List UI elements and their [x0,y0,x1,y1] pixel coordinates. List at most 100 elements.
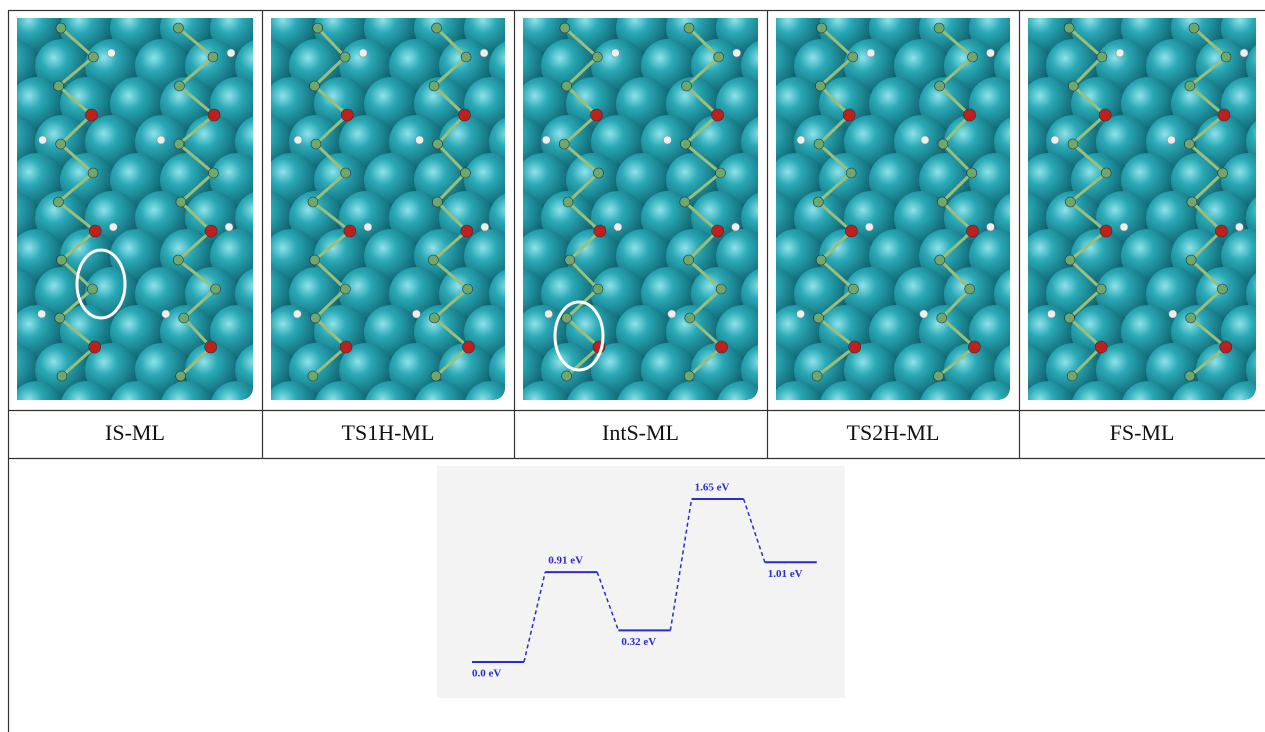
atom [1064,313,1074,323]
atom [310,255,320,265]
atom [179,313,189,323]
atom [1189,23,1199,33]
atom [592,52,602,62]
surface-atom [0,153,14,207]
surface-atom [769,381,823,435]
surface-atom [0,305,14,359]
hydrogen [480,49,488,57]
atom [341,109,353,121]
surface-atom [0,77,14,131]
atom [968,341,980,353]
atom [56,139,66,149]
atom [1068,81,1078,91]
chart-background [437,466,845,698]
atom [848,284,858,294]
atom [310,81,320,91]
hydrogen [107,49,115,57]
atom [88,168,98,178]
atom [211,284,221,294]
atom [433,139,443,149]
atom [680,139,690,149]
atom [712,225,724,237]
energy-label: 0.0 eV [472,668,501,680]
atom [848,52,858,62]
atom [1186,313,1196,323]
atom [53,197,63,207]
atom [680,197,690,207]
atom [816,255,826,265]
hydrogen [293,310,301,318]
atom [308,371,318,381]
hydrogen [39,136,47,144]
panel-label: FS-ML [1110,420,1175,445]
atom [1101,168,1111,178]
atom [565,255,575,265]
hydrogen [227,49,235,57]
atom [938,139,948,149]
energy-label: 0.91 eV [548,555,583,567]
hydrogen [1051,136,1059,144]
atom [814,313,824,323]
hydrogen [797,136,805,144]
atom [968,52,978,62]
hydrogen [1167,136,1175,144]
hydrogen [1120,223,1128,231]
atom [208,168,218,178]
atom [562,313,572,323]
atom [461,225,473,237]
atom [1186,255,1196,265]
hydrogen [865,223,873,231]
hydrogen [987,223,995,231]
atom [56,23,66,33]
atom [428,255,438,265]
atom [1215,225,1227,237]
atom [843,109,855,121]
atom [463,284,473,294]
atom [559,139,569,149]
surface-atom [160,381,214,435]
atom [934,371,944,381]
atom [563,197,573,207]
atom [57,255,67,265]
hydrogen [416,136,424,144]
hydrogen [364,223,372,231]
atom [1099,109,1111,121]
atom [340,284,350,294]
hydrogen [294,136,302,144]
atom [1068,139,1078,149]
atom [173,255,183,265]
atom [815,81,825,91]
atom [967,225,979,237]
hydrogen [109,223,117,231]
atom [173,23,183,33]
atom [432,23,442,33]
atom [812,371,822,381]
atom [311,139,321,149]
hydrogen [867,49,875,57]
hydrogen [545,310,553,318]
panel-label: IntS-ML [602,420,679,445]
atom [461,52,471,62]
atom [813,197,823,207]
atom [310,313,320,323]
surface-atom [264,381,318,435]
surface-atom [210,381,264,435]
atom [684,371,694,381]
hydrogen [1116,49,1124,57]
energy-label: 0.32 eV [621,636,656,648]
atom [205,225,217,237]
atom [89,341,101,353]
atom [341,168,351,178]
hydrogen [611,49,619,57]
hydrogen [481,223,489,231]
atom [562,81,572,91]
atom [935,255,945,265]
atom [460,168,470,178]
panel-label: TS1H-ML [342,420,435,445]
panel-label: TS2H-ML [847,420,940,445]
surface-atom [0,1,14,55]
hydrogen [1235,223,1243,231]
atom [814,139,824,149]
atom [344,225,356,237]
atom [682,81,692,91]
